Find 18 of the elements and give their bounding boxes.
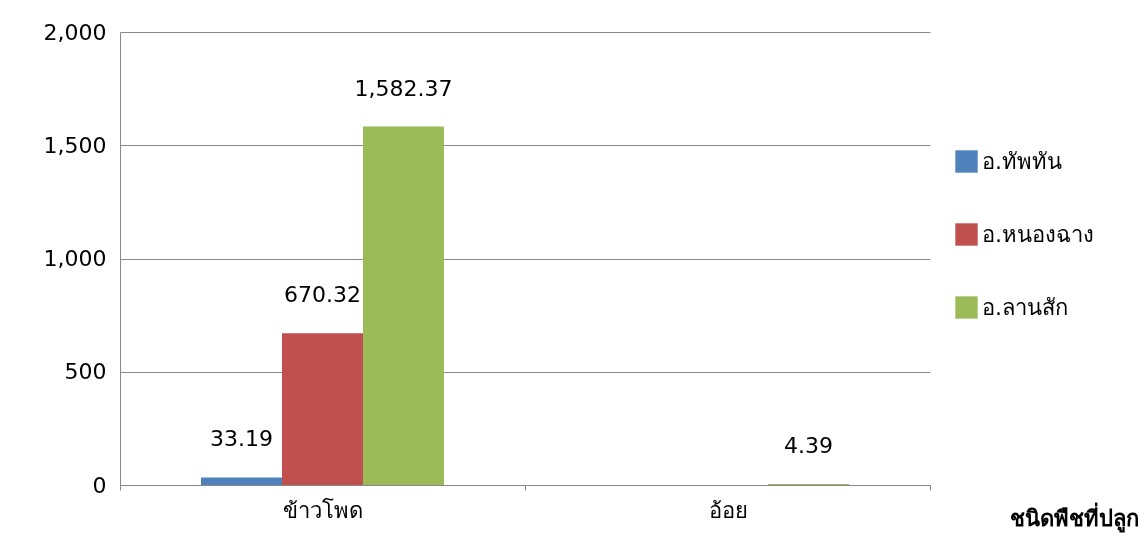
y-tick-label: 0 <box>92 472 107 498</box>
bar <box>282 333 363 485</box>
legend-label: อ.ทัพทัน <box>982 148 1062 174</box>
y-tick-label: 1,500 <box>43 132 107 158</box>
y-tick-label: 500 <box>64 359 107 385</box>
x-axis-title: ชนิดพืชที่ปลูก <box>1009 501 1139 533</box>
y-tick-label: 2,000 <box>43 19 107 45</box>
data-label: 1,582.37 <box>354 75 453 101</box>
bar <box>201 477 282 485</box>
data-label: 670.32 <box>284 282 361 308</box>
x-tick-label: ข้าวโพด <box>283 497 363 523</box>
data-label: 33.19 <box>210 426 273 452</box>
legend-label: อ.ลานสัก <box>982 294 1068 320</box>
legend-label: อ.หนองฉาง <box>982 221 1094 247</box>
bar <box>363 126 444 485</box>
data-label: 4.39 <box>784 433 833 459</box>
y-tick-label: 1,000 <box>43 246 107 271</box>
x-tick-label: อ้อย <box>708 497 748 523</box>
